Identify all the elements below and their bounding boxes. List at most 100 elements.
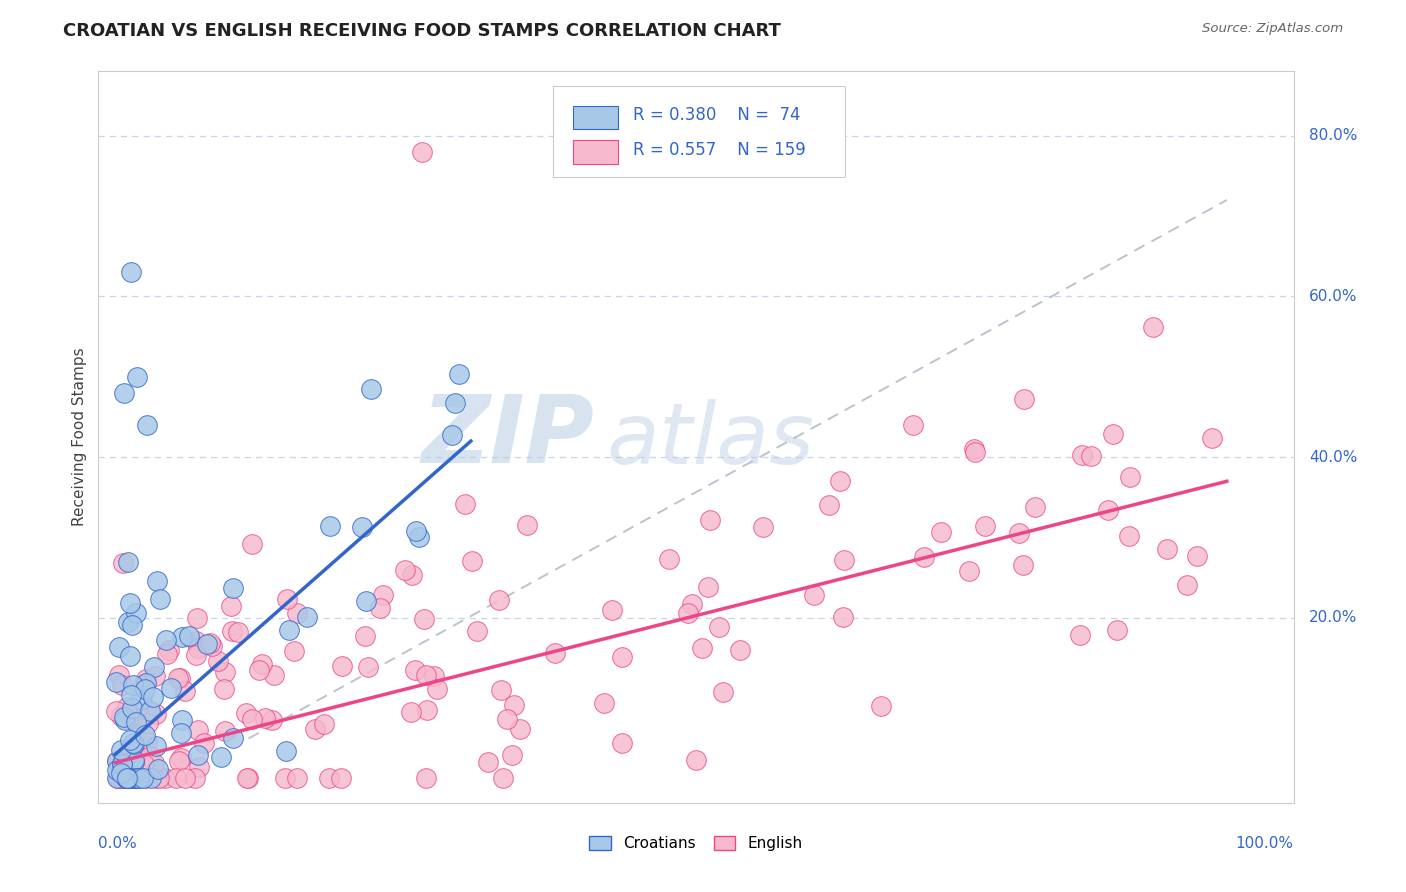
- Point: [115, 699, 138, 714]
- Point: [124, 714, 146, 729]
- Point: [122, 712, 145, 726]
- Point: [963, 445, 986, 459]
- Point: [818, 498, 841, 512]
- Point: [488, 593, 510, 607]
- Point: [112, 385, 135, 400]
- Point: [160, 681, 183, 695]
- Point: [121, 678, 143, 692]
- Point: [912, 550, 935, 565]
- Text: CROATIAN VS ENGLISH RECEIVING FOOD STAMPS CORRELATION CHART: CROATIAN VS ENGLISH RECEIVING FOOD STAMP…: [63, 22, 782, 40]
- Point: [209, 750, 232, 764]
- Point: [696, 580, 718, 594]
- Text: 20.0%: 20.0%: [1309, 610, 1357, 625]
- Point: [394, 563, 416, 577]
- Point: [155, 633, 177, 648]
- Point: [115, 771, 138, 785]
- Text: Source: ZipAtlas.com: Source: ZipAtlas.com: [1202, 22, 1343, 36]
- Point: [295, 610, 318, 624]
- Point: [132, 771, 155, 785]
- Point: [226, 624, 249, 639]
- Point: [131, 693, 153, 707]
- Point: [1118, 529, 1140, 543]
- Text: 40.0%: 40.0%: [1309, 450, 1357, 465]
- Point: [1107, 623, 1129, 637]
- Point: [136, 702, 159, 716]
- Point: [120, 265, 142, 279]
- Point: [118, 732, 141, 747]
- Point: [312, 717, 335, 731]
- Point: [544, 646, 567, 660]
- FancyBboxPatch shape: [572, 105, 619, 129]
- Point: [1185, 549, 1208, 564]
- FancyBboxPatch shape: [553, 86, 845, 178]
- Point: [179, 629, 201, 643]
- Point: [114, 771, 136, 785]
- Point: [690, 640, 713, 655]
- Point: [828, 474, 851, 488]
- Point: [112, 556, 135, 570]
- Point: [143, 669, 166, 683]
- Point: [447, 368, 470, 382]
- Point: [124, 755, 146, 769]
- Point: [1142, 320, 1164, 334]
- Point: [516, 517, 538, 532]
- Point: [105, 704, 128, 718]
- Point: [404, 664, 426, 678]
- Point: [127, 771, 149, 785]
- Point: [146, 574, 169, 588]
- Point: [135, 417, 157, 432]
- Point: [105, 763, 128, 777]
- Point: [149, 592, 172, 607]
- Point: [658, 552, 681, 566]
- Point: [132, 678, 155, 692]
- Point: [408, 530, 430, 544]
- Point: [121, 771, 143, 785]
- Point: [465, 624, 488, 639]
- Point: [146, 771, 169, 785]
- Point: [186, 723, 208, 737]
- Point: [412, 612, 434, 626]
- Point: [187, 748, 209, 763]
- Point: [142, 660, 165, 674]
- Point: [276, 591, 298, 606]
- Point: [117, 712, 139, 726]
- Point: [207, 654, 229, 668]
- Point: [274, 744, 297, 758]
- Point: [415, 667, 437, 681]
- Point: [143, 756, 166, 770]
- Point: [676, 607, 699, 621]
- Point: [236, 771, 259, 785]
- Point: [929, 524, 952, 539]
- Point: [260, 713, 283, 727]
- Point: [610, 650, 633, 665]
- Point: [492, 771, 515, 785]
- Point: [254, 711, 277, 725]
- Point: [111, 678, 134, 692]
- Point: [415, 703, 437, 717]
- Point: [350, 520, 373, 534]
- Point: [263, 668, 285, 682]
- Point: [681, 597, 703, 611]
- Point: [221, 581, 243, 595]
- Point: [165, 771, 187, 785]
- Point: [110, 771, 132, 785]
- Text: 0.0%: 0.0%: [98, 836, 138, 851]
- Point: [273, 771, 295, 785]
- Point: [139, 749, 162, 764]
- Point: [357, 659, 380, 673]
- Point: [110, 709, 132, 723]
- Point: [963, 442, 986, 456]
- Point: [125, 771, 148, 785]
- Point: [124, 771, 146, 785]
- Point: [501, 747, 523, 762]
- Point: [122, 737, 145, 751]
- Point: [509, 723, 531, 737]
- Point: [193, 736, 215, 750]
- Point: [283, 643, 305, 657]
- Point: [188, 760, 211, 774]
- Point: [318, 771, 340, 785]
- Point: [148, 771, 170, 785]
- Point: [110, 765, 132, 780]
- Point: [1119, 469, 1142, 483]
- Point: [173, 684, 195, 698]
